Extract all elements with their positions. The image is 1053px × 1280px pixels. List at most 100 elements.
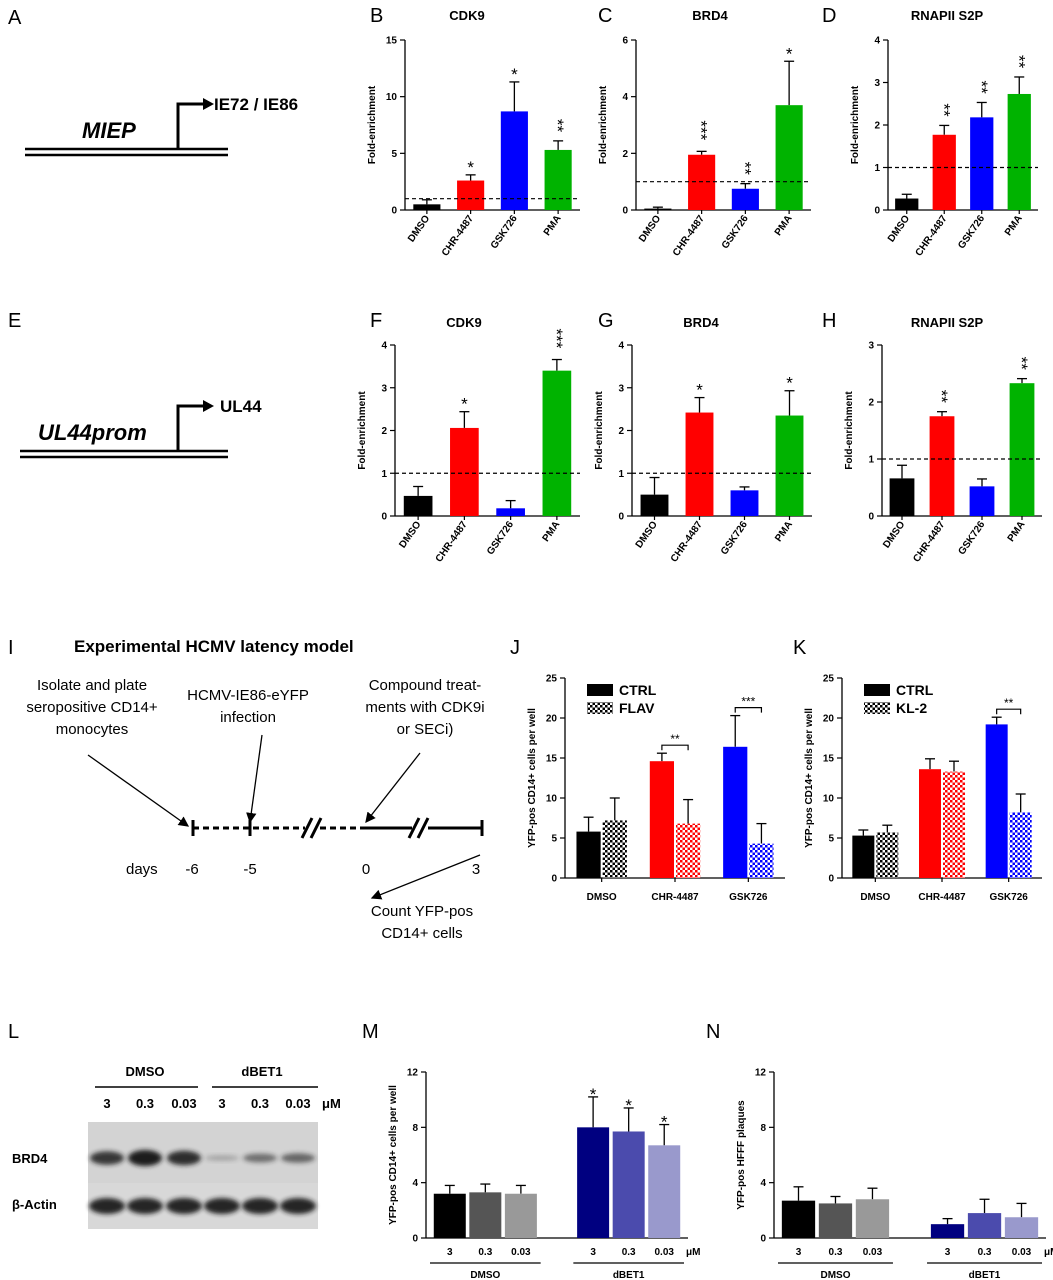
legend-label: FLAV bbox=[619, 700, 655, 716]
x-tick-label: GSK726 bbox=[989, 892, 1028, 903]
significance-label: ** bbox=[670, 732, 680, 746]
brd4-band bbox=[128, 1150, 162, 1166]
chart-g: 0 1 2 3 4 Fold-enrichment BRD4 DMSO * CHR-4487 GSK… bbox=[594, 315, 812, 564]
chart-title: CDK9 bbox=[449, 8, 484, 23]
blot-row-label-actin: β-Actin bbox=[12, 1197, 57, 1212]
x-tick-label: PMA bbox=[773, 519, 795, 544]
y-tick-label: 10 bbox=[823, 794, 835, 805]
panel-letter-f: F bbox=[370, 310, 382, 332]
step3-line2: ments with CDK9i bbox=[365, 699, 484, 716]
blot-group-label: DMSO bbox=[126, 1064, 165, 1079]
bar bbox=[648, 1145, 681, 1238]
y-tick-label: 4 bbox=[622, 92, 628, 103]
x-tick-label: CHR-4487 bbox=[671, 213, 707, 258]
significance-label: *** bbox=[741, 695, 755, 709]
actin-band bbox=[204, 1198, 240, 1214]
y-tick-label: 20 bbox=[823, 714, 835, 725]
blot-conc-label: 0.3 bbox=[136, 1096, 154, 1111]
panel-letter-e: E bbox=[8, 310, 21, 332]
panel-letter-d: D bbox=[822, 5, 836, 27]
bar bbox=[649, 761, 674, 878]
bar bbox=[500, 111, 528, 210]
x-tick-label: GSK726 bbox=[719, 519, 750, 557]
y-axis-label: Fold-enrichment bbox=[844, 391, 855, 470]
y-tick-label: 0 bbox=[618, 512, 624, 523]
y-tick-label: 1 bbox=[381, 469, 387, 480]
significance-label: *** bbox=[547, 329, 566, 349]
chart-title: RNAPII S2P bbox=[911, 8, 984, 23]
y-axis-label: Fold-enrichment bbox=[850, 85, 861, 164]
panel-letter-m: M bbox=[362, 1021, 379, 1043]
tss-arrow-icon bbox=[176, 404, 206, 451]
x-tick-label: 0.3 bbox=[622, 1247, 636, 1258]
brd4-band bbox=[205, 1155, 239, 1161]
y-tick-label: 8 bbox=[760, 1123, 766, 1134]
bar bbox=[469, 1192, 502, 1238]
x-tick-label: DMSO bbox=[397, 519, 423, 550]
chart-j: 0 5 10 15 20 25 YFP-pos CD14+ cells per well DM… bbox=[527, 674, 785, 903]
day-label: -5 bbox=[243, 861, 256, 878]
timeline-break-icon bbox=[300, 817, 314, 839]
x-tick-label: CHR-4487 bbox=[914, 213, 950, 258]
bar bbox=[1004, 1217, 1039, 1238]
panel-letter-l: L bbox=[8, 1021, 19, 1043]
bar bbox=[929, 416, 955, 516]
unit-label: μM bbox=[1044, 1247, 1053, 1258]
bar bbox=[457, 180, 485, 210]
bar bbox=[542, 370, 572, 516]
step2-line1: HCMV-IE86-eYFP bbox=[187, 687, 309, 704]
bar bbox=[895, 198, 919, 210]
x-tick-label: 0.03 bbox=[654, 1247, 674, 1258]
y-tick-label: 3 bbox=[868, 341, 874, 352]
y-tick-label: 4 bbox=[874, 36, 880, 47]
promoter-schematic-e: UL44prom UL44 bbox=[20, 397, 262, 459]
x-tick-label: 3 bbox=[590, 1247, 596, 1258]
x-tick-label: 0.03 bbox=[863, 1247, 883, 1258]
y-axis-label: Fold-enrichment bbox=[594, 391, 605, 470]
x-tick-label: DMSO bbox=[886, 213, 912, 244]
significance-label: ** bbox=[1004, 696, 1014, 710]
promoter-label: UL44prom bbox=[38, 420, 147, 445]
y-tick-label: 0 bbox=[828, 874, 834, 885]
x-tick-label: GSK726 bbox=[956, 213, 987, 251]
step1-line1: Isolate and plate bbox=[37, 677, 147, 694]
legend-label: CTRL bbox=[619, 682, 657, 698]
y-tick-label: 5 bbox=[551, 834, 557, 845]
step4-line1: Count YFP-pos bbox=[371, 903, 473, 920]
significance-label: *** bbox=[692, 120, 711, 140]
y-tick-label: 0 bbox=[868, 512, 874, 523]
y-tick-label: 0 bbox=[412, 1234, 418, 1245]
significance-bracket bbox=[996, 708, 1022, 715]
x-tick-label: PMA bbox=[1003, 213, 1025, 238]
bar bbox=[644, 208, 672, 210]
x-tick-label: 3 bbox=[447, 1247, 453, 1258]
chart-d: 0 1 2 3 4 Fold-enrichment RNAPII S2P DMSO ** CHR-… bbox=[850, 8, 1038, 258]
step1-arrow-icon bbox=[87, 754, 190, 827]
y-axis-label: Fold-enrichment bbox=[598, 85, 609, 164]
actin-band bbox=[280, 1198, 316, 1214]
y-tick-label: 20 bbox=[546, 714, 558, 725]
panel-letter-h: H bbox=[822, 310, 836, 332]
y-tick-label: 4 bbox=[412, 1178, 418, 1189]
chart-title: BRD4 bbox=[683, 315, 719, 330]
y-tick-label: 3 bbox=[381, 383, 387, 394]
bar bbox=[932, 134, 956, 210]
y-tick-label: 4 bbox=[760, 1178, 766, 1189]
promoter-label: MIEP bbox=[82, 118, 136, 143]
x-tick-label: GSK726 bbox=[729, 892, 768, 903]
significance-bracket bbox=[661, 744, 689, 751]
x-tick-label: GSK726 bbox=[720, 213, 751, 251]
bar bbox=[969, 486, 995, 516]
x-tick-label: DMSO bbox=[587, 892, 617, 903]
x-tick-label: DMSO bbox=[881, 519, 907, 550]
panel-letter-i: I bbox=[8, 637, 14, 659]
y-tick-label: 1 bbox=[874, 163, 880, 174]
legend-swatch bbox=[587, 702, 613, 714]
chart-f: 0 1 2 3 4 Fold-enrichment CDK9 DMSO * CHR-4487 GSK… bbox=[357, 315, 580, 564]
x-tick-label: 3 bbox=[796, 1247, 802, 1258]
day-label: -6 bbox=[185, 861, 198, 878]
significance-label: * bbox=[511, 65, 518, 84]
day-label: 3 bbox=[472, 861, 480, 878]
significance-bracket bbox=[734, 707, 763, 713]
step3-line3: or SECi) bbox=[397, 721, 454, 738]
